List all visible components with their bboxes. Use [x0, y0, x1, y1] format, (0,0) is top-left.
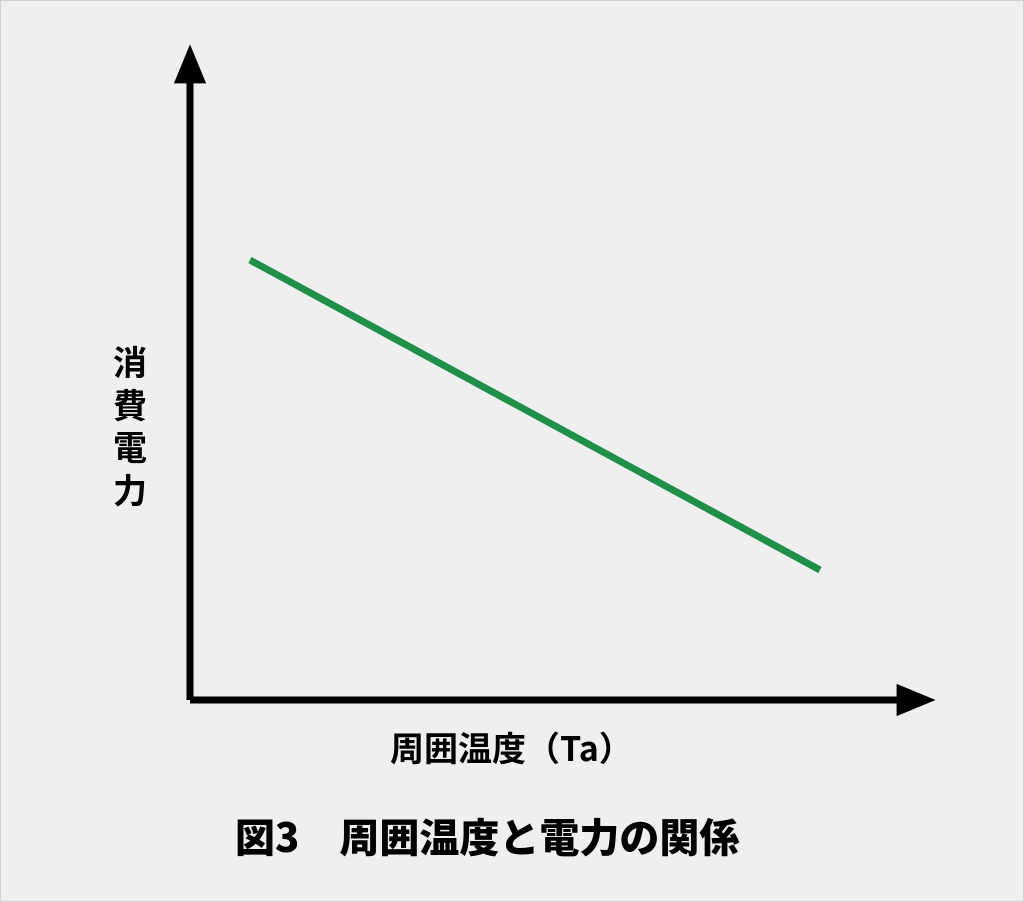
y-axis-label: 消費電力	[110, 340, 150, 510]
figure-caption: 図3 周囲温度と電力の関係	[235, 806, 739, 864]
x-axis-label: 周囲温度（Ta）	[390, 722, 633, 771]
figure-frame: 消費電力 周囲温度（Ta） 図3 周囲温度と電力の関係	[0, 0, 1024, 902]
